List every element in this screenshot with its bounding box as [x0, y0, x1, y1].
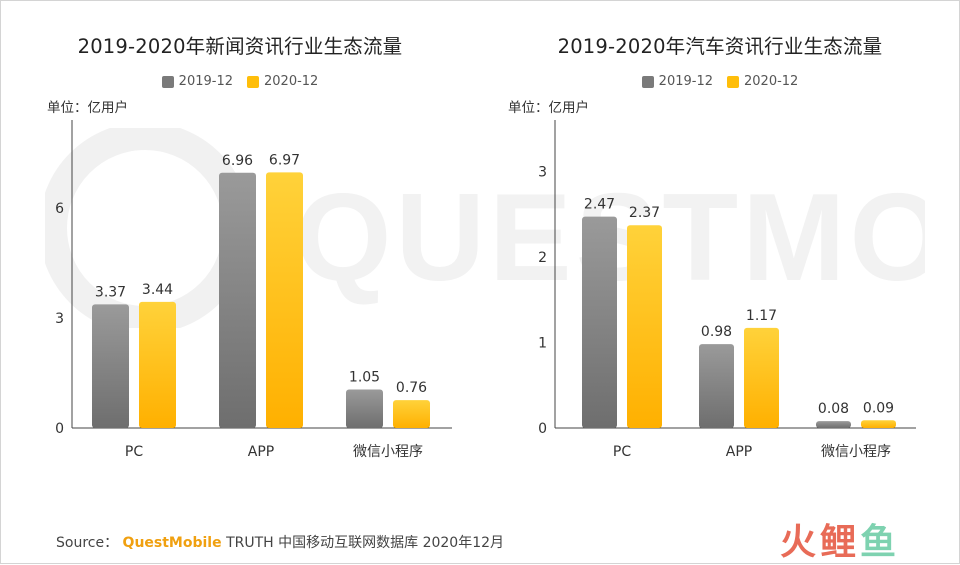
source-note: Source： QuestMobile TRUTH 中国移动互联网数据库 202…: [56, 532, 504, 552]
x-tick-label: APP: [726, 444, 752, 460]
x-tick-label: 微信小程序: [821, 444, 891, 460]
data-label: 2.47: [584, 197, 615, 213]
legend-label-2019: 2019-12: [658, 74, 713, 89]
legend-swatch-2020: [247, 75, 259, 88]
bar-2019-12: [92, 304, 129, 428]
right-chart-panel: 2019-2020年汽车资讯行业生态流量 2019-12 2020-12 单位：…: [480, 0, 960, 500]
y-tick-label: 6: [55, 201, 64, 217]
legend-label-2020: 2020-12: [264, 74, 319, 89]
right-legend: 2019-12 2020-12: [480, 74, 960, 89]
y-tick-label: 0: [538, 421, 547, 437]
logo-char-3: 鱼: [860, 522, 898, 563]
source-suffix: TRUTH 中国移动互联网数据库 2020年12月: [226, 535, 505, 551]
left-chart-title: 2019-2020年新闻资讯行业生态流量: [77, 35, 403, 58]
bar-2020-12: [139, 301, 176, 428]
y-tick-label: 3: [55, 311, 64, 327]
logo-char-1: 火: [780, 522, 818, 563]
data-label: 1.05: [349, 370, 380, 386]
bar-2019-12: [699, 344, 734, 428]
y-tick-label: 2: [538, 250, 547, 266]
bar-2019-12: [346, 389, 383, 428]
data-label: 2.37: [629, 205, 660, 221]
right-unit-label: 单位：亿用户: [508, 100, 589, 116]
bar-2019-12: [219, 172, 256, 428]
legend-label-2020: 2020-12: [744, 74, 799, 89]
right-bar-chart: 0 1 2 3 2.47 2.37 PC 0.98 1.17 APP 0.08 0.09 微信小程序: [538, 120, 916, 460]
logo-char-2: 鲤: [820, 522, 858, 563]
data-label: 0.98: [701, 324, 732, 340]
bar-2019-12: [582, 216, 617, 428]
data-label: 0.09: [863, 400, 894, 416]
bar-2020-12: [744, 327, 779, 428]
source-prefix: Source：: [56, 535, 119, 551]
bar-2020-12: [861, 420, 896, 428]
source-brand: QuestMobile: [122, 535, 222, 551]
legend-item-2020: 2020-12: [727, 74, 798, 89]
legend-swatch-2019: [161, 75, 174, 88]
x-tick-label: PC: [613, 444, 631, 460]
bar-2019-12: [816, 421, 851, 428]
x-tick-label: APP: [248, 444, 274, 460]
data-label: 6.96: [222, 153, 253, 169]
data-label: 3.44: [142, 282, 173, 298]
left-legend: 2019-12 2020-12: [0, 74, 480, 89]
y-tick-label: 0: [55, 421, 64, 437]
legend-item-2020: 2020-12: [247, 74, 318, 89]
right-chart-title: 2019-2020年汽车资讯行业生态流量: [557, 35, 883, 58]
legend-label-2019: 2019-12: [178, 74, 233, 89]
legend-item-2019: 2019-12: [161, 74, 233, 89]
bar-2020-12: [393, 400, 430, 428]
y-tick-label: 1: [538, 335, 547, 351]
x-tick-label: 微信小程序: [353, 444, 423, 460]
data-label: 0.76: [396, 380, 427, 396]
legend-swatch-2019: [641, 75, 654, 88]
bar-2020-12: [266, 172, 303, 428]
data-label: 0.08: [818, 401, 849, 417]
left-chart-panel: 2019-2020年新闻资讯行业生态流量 2019-12 2020-12 单位：…: [0, 0, 480, 500]
y-tick-label: 3: [538, 164, 547, 180]
legend-swatch-2020: [727, 75, 739, 88]
x-tick-label: PC: [125, 444, 143, 460]
left-bar-chart: 0 3 6 3.37 3.44 PC 6.96 6.97 APP 1.05 0.76 微信小程序: [55, 120, 452, 460]
corner-logo: 火 鲤 鱼: [780, 513, 897, 565]
bar-2020-12: [627, 225, 662, 428]
legend-item-2019: 2019-12: [641, 74, 713, 89]
data-label: 6.97: [269, 152, 300, 168]
left-unit-label: 单位：亿用户: [47, 100, 128, 116]
data-label: 1.17: [746, 308, 777, 324]
data-label: 3.37: [95, 284, 126, 300]
